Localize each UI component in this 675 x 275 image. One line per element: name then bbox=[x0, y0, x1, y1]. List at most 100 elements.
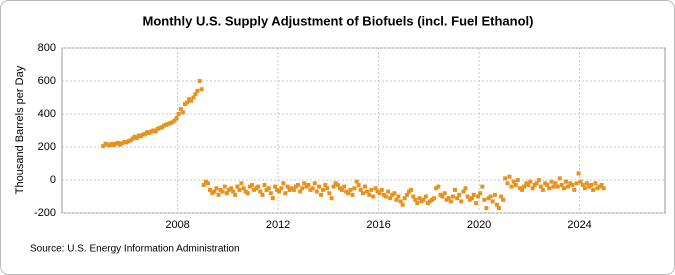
data-point bbox=[218, 187, 223, 192]
data-point bbox=[520, 187, 525, 192]
data-point bbox=[564, 179, 569, 184]
data-point bbox=[254, 186, 259, 191]
y-tick-label: 600 bbox=[38, 75, 56, 87]
data-point bbox=[463, 186, 468, 191]
data-point bbox=[101, 144, 106, 149]
data-point bbox=[325, 186, 330, 191]
data-point bbox=[331, 184, 336, 189]
data-point bbox=[509, 184, 514, 189]
data-point bbox=[268, 191, 273, 196]
data-point bbox=[450, 194, 455, 199]
data-point bbox=[381, 192, 386, 197]
data-point bbox=[258, 189, 263, 194]
data-point bbox=[358, 187, 363, 192]
chart-title: Monthly U.S. Supply Adjustment of Biofue… bbox=[143, 13, 534, 28]
data-point bbox=[147, 130, 152, 135]
data-point bbox=[591, 187, 596, 192]
data-point bbox=[434, 186, 439, 191]
y-tick-label: 800 bbox=[38, 42, 56, 54]
data-point bbox=[212, 189, 217, 194]
data-point bbox=[593, 181, 598, 186]
data-point bbox=[178, 107, 183, 112]
data-point bbox=[570, 182, 575, 187]
data-point bbox=[467, 197, 472, 202]
data-point bbox=[122, 140, 127, 145]
data-point bbox=[162, 123, 167, 128]
data-point bbox=[379, 187, 384, 192]
source-note: Source: U.S. Energy Information Administ… bbox=[30, 244, 240, 255]
data-point bbox=[256, 184, 261, 189]
data-point bbox=[566, 184, 571, 189]
data-point bbox=[295, 182, 300, 187]
data-point bbox=[371, 194, 376, 199]
data-point bbox=[164, 122, 169, 127]
data-point bbox=[486, 196, 491, 201]
data-point bbox=[310, 186, 315, 191]
data-point bbox=[480, 184, 485, 189]
data-point bbox=[457, 192, 462, 197]
x-tick-label: 2008 bbox=[165, 219, 189, 231]
data-point bbox=[291, 187, 296, 192]
data-point bbox=[126, 139, 131, 144]
data-point bbox=[241, 186, 246, 191]
data-point bbox=[159, 125, 164, 130]
data-point bbox=[549, 179, 554, 184]
data-point bbox=[369, 187, 374, 192]
data-point bbox=[442, 191, 447, 196]
data-point bbox=[337, 186, 342, 191]
data-point bbox=[350, 192, 355, 197]
data-point bbox=[207, 187, 212, 192]
data-point bbox=[388, 196, 393, 201]
data-point bbox=[536, 178, 541, 182]
data-point bbox=[534, 181, 539, 186]
data-point bbox=[287, 187, 292, 192]
data-point bbox=[545, 182, 550, 187]
data-point bbox=[394, 197, 399, 202]
data-point bbox=[411, 194, 416, 199]
data-point bbox=[427, 199, 432, 204]
data-point bbox=[199, 87, 204, 92]
data-point bbox=[513, 182, 518, 187]
data-point bbox=[601, 186, 606, 191]
data-point bbox=[417, 196, 422, 201]
data-point bbox=[597, 184, 602, 189]
data-point bbox=[415, 201, 420, 206]
data-point bbox=[306, 182, 311, 187]
data-point bbox=[528, 179, 533, 184]
data-point bbox=[210, 191, 215, 196]
data-point bbox=[438, 192, 443, 197]
data-point bbox=[270, 196, 275, 201]
data-point bbox=[277, 189, 282, 194]
data-point bbox=[229, 186, 234, 191]
data-point bbox=[490, 199, 495, 204]
data-point bbox=[398, 199, 403, 204]
data-point bbox=[220, 189, 225, 194]
data-point bbox=[446, 196, 451, 201]
data-point bbox=[555, 184, 560, 189]
data-point bbox=[568, 181, 573, 186]
data-point bbox=[105, 142, 110, 147]
data-point bbox=[323, 182, 328, 187]
x-tick-label: 2016 bbox=[366, 219, 390, 231]
data-point bbox=[170, 120, 175, 125]
data-point bbox=[419, 199, 424, 204]
data-point bbox=[561, 186, 566, 191]
data-point bbox=[138, 134, 143, 139]
data-point bbox=[247, 184, 252, 189]
data-point bbox=[335, 182, 340, 187]
data-point bbox=[396, 194, 401, 199]
data-point bbox=[595, 186, 600, 191]
data-point bbox=[333, 181, 338, 186]
data-point bbox=[141, 132, 146, 137]
data-point bbox=[317, 184, 322, 189]
data-point bbox=[174, 116, 179, 121]
data-point bbox=[157, 126, 162, 131]
data-point bbox=[151, 128, 156, 133]
data-point bbox=[363, 184, 368, 189]
data-point bbox=[404, 192, 409, 197]
data-point bbox=[216, 192, 221, 197]
data-point bbox=[191, 95, 196, 100]
data-point bbox=[262, 182, 267, 187]
data-point bbox=[507, 174, 512, 179]
